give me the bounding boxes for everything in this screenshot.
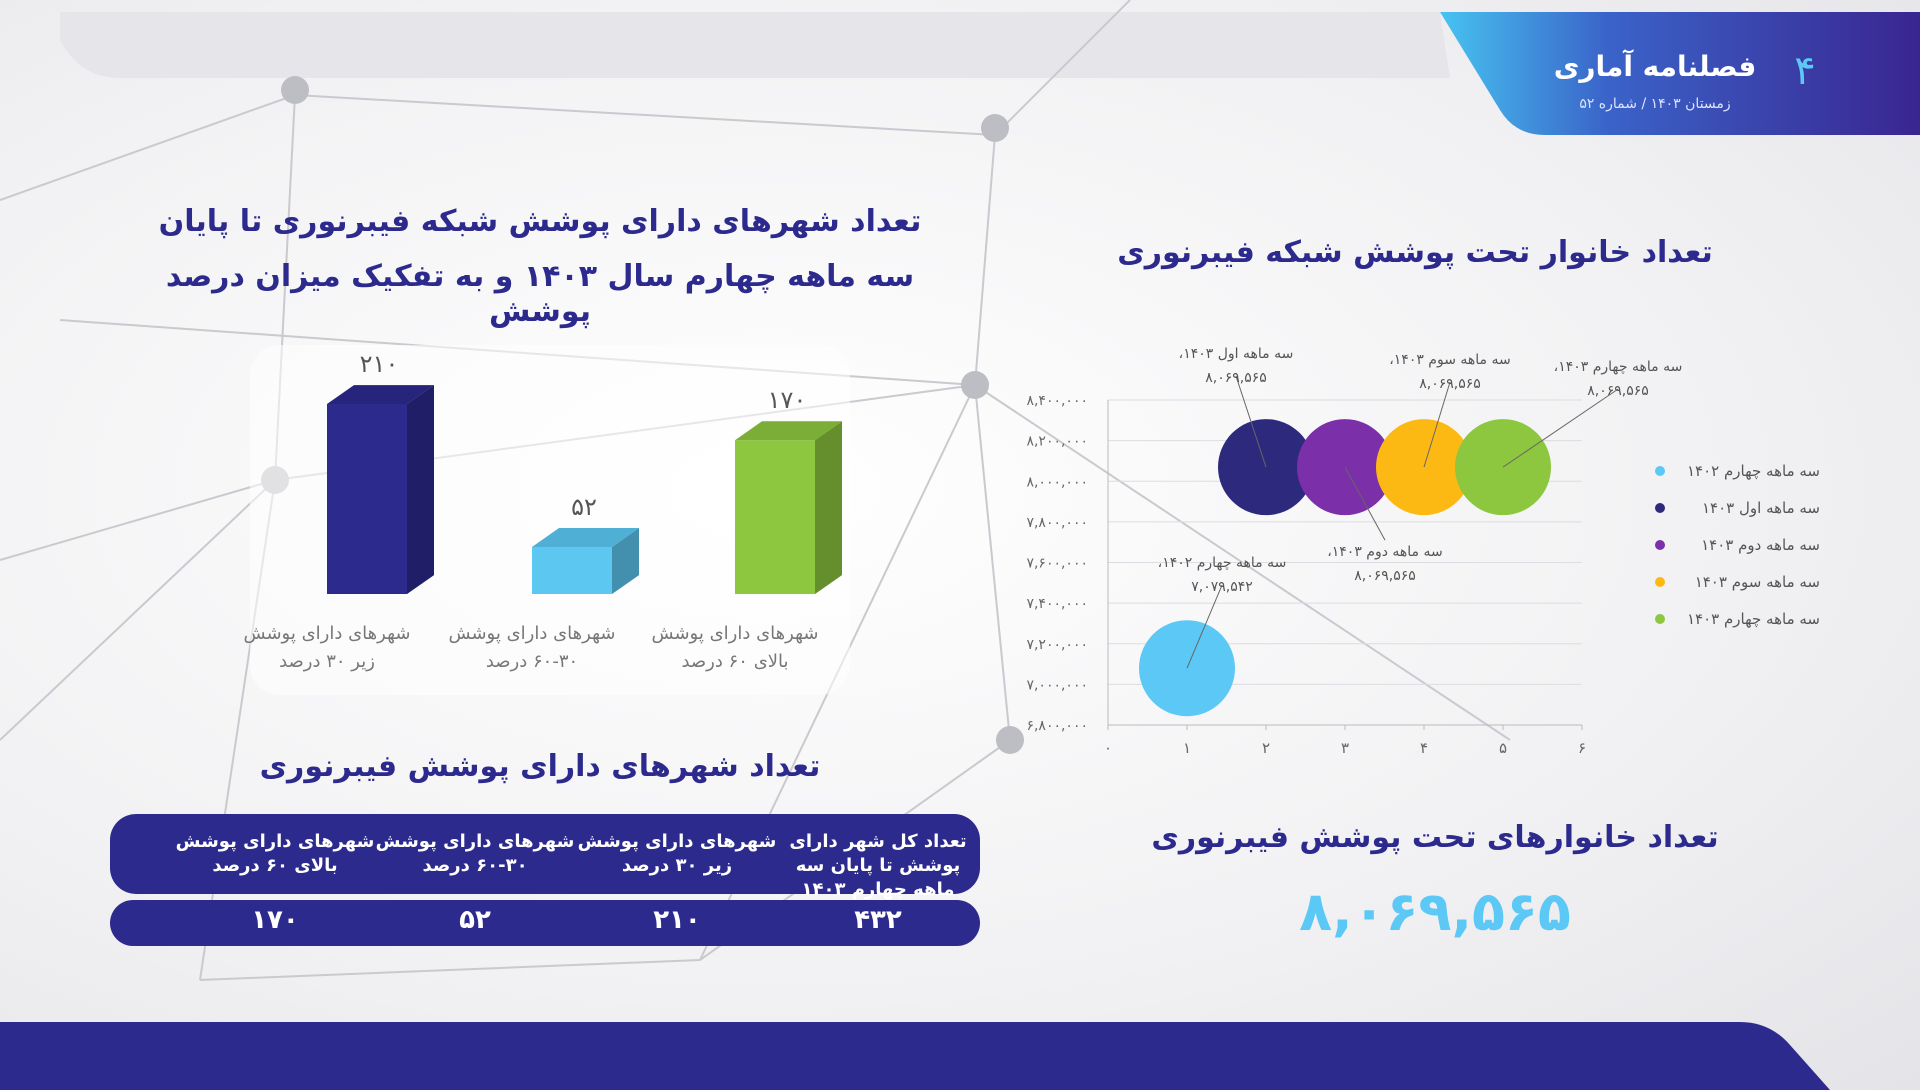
x-tick-label: ۲ xyxy=(1262,739,1270,757)
bar-top xyxy=(735,421,842,441)
bubble xyxy=(1376,419,1472,516)
legend-marker xyxy=(1655,503,1665,513)
y-tick-label: ۷,۰۰۰,۰۰۰ xyxy=(1026,677,1088,693)
bar-side xyxy=(612,528,639,594)
x-tick-label: ۰ xyxy=(1104,739,1112,757)
top-band xyxy=(60,12,1450,78)
header-title: فصلنامه آماری xyxy=(1553,50,1757,83)
legend-label: سه ماهه دوم ۱۴۰۳ xyxy=(1701,536,1820,554)
bar-value-label: ۲۱۰ xyxy=(360,350,399,378)
legend-label: سه ماهه سوم ۱۴۰۳ xyxy=(1695,573,1820,591)
bar xyxy=(327,404,407,594)
table-header-cell: تعداد کل شهر دارای پوشش تا پایان سه ماهه… xyxy=(789,831,967,900)
point-label: سه ماهه دوم ۱۴۰۳، xyxy=(1327,544,1443,560)
leader-line xyxy=(1344,466,1386,541)
y-tick-label: ۷,۴۰۰,۰۰۰ xyxy=(1026,596,1088,612)
bar-value-label: ۵۲ xyxy=(571,493,597,521)
y-tick-label: ۸,۲۰۰,۰۰۰ xyxy=(1026,434,1088,450)
table-title: تعداد شهرهای دارای پوشش فیبرنوری xyxy=(259,749,821,784)
header-subtitle: زمستان ۱۴۰۳ / شماره ۵۲ xyxy=(1579,96,1731,112)
bar-top xyxy=(327,385,434,404)
x-tick-label: ۵ xyxy=(1499,739,1507,757)
legend-label: سه ماهه چهارم ۱۴۰۳ xyxy=(1687,610,1820,628)
bar xyxy=(532,546,612,594)
table-cell: ۱۷۰ xyxy=(251,905,299,935)
bubble xyxy=(1455,419,1551,516)
summary-value: ۸,۰۶۹,۵۶۵ xyxy=(1299,880,1571,943)
bar-value-label: ۱۷۰ xyxy=(768,386,807,414)
y-tick-label: ۸,۴۰۰,۰۰۰ xyxy=(1026,393,1088,409)
bar-category-label: شهرهای دارای پوشش بالای ۶۰ درصد xyxy=(651,623,819,672)
legend-marker xyxy=(1655,540,1665,550)
table-header-cell: شهرهای دارای پوشش زیر ۳۰ درصد xyxy=(577,831,777,876)
legend-marker xyxy=(1655,614,1665,624)
legend-marker xyxy=(1655,466,1665,476)
bar-top-shade xyxy=(327,385,434,404)
bar-top xyxy=(532,528,639,547)
point-label: سه ماهه سوم ۱۴۰۳، xyxy=(1389,352,1510,368)
bar-side-shade xyxy=(407,385,434,594)
bar-side-shade xyxy=(612,528,639,594)
table-header-cell: شهرهای دارای پوشش ۳۰-۶۰ درصد xyxy=(375,831,575,876)
bottom-band xyxy=(0,1022,1830,1090)
bubble xyxy=(1218,419,1314,516)
y-tick-label: ۷,۸۰۰,۰۰۰ xyxy=(1026,515,1088,531)
point-label: سه ماهه اول ۱۴۰۳، xyxy=(1179,346,1294,362)
legend-label: سه ماهه اول ۱۴۰۳ xyxy=(1702,499,1820,517)
y-tick-label: ۸,۰۰۰,۰۰۰ xyxy=(1026,474,1088,490)
leader-line xyxy=(1423,381,1451,468)
bubble-title: تعداد خانوار تحت پوشش شبکه فیبرنوری xyxy=(1117,235,1713,270)
y-tick-label: ۶,۸۰۰,۰۰۰ xyxy=(1026,718,1088,734)
table-cell: ۴۳۲ xyxy=(854,905,902,935)
point-value-label: ۷,۰۷۹,۵۴۲ xyxy=(1191,579,1253,595)
bar-title-line: سه ماهه چهارم سال ۱۴۰۳ و به تفکیک میزان … xyxy=(165,259,915,329)
y-tick-label: ۷,۶۰۰,۰۰۰ xyxy=(1026,556,1088,572)
x-tick-label: ۳ xyxy=(1341,739,1349,757)
bar-side xyxy=(407,385,434,594)
x-tick-label: ۱ xyxy=(1183,739,1191,757)
legend-label: سه ماهه چهارم ۱۴۰۲ xyxy=(1687,462,1820,480)
leader-line xyxy=(1186,585,1223,669)
point-value-label: ۸,۰۶۹,۵۶۵ xyxy=(1419,376,1481,392)
x-tick-label: ۶ xyxy=(1578,739,1586,757)
table-row-bg xyxy=(110,900,980,946)
point-value-label: ۸,۰۶۹,۵۶۵ xyxy=(1205,370,1267,386)
bar-top-shade xyxy=(532,528,639,547)
table-cell: ۲۱۰ xyxy=(653,905,701,935)
y-tick-label: ۷,۲۰۰,۰۰۰ xyxy=(1026,637,1088,653)
leader-line xyxy=(1235,375,1267,468)
bar-title-line: تعداد شهرهای دارای پوشش شبکه فیبرنوری تا… xyxy=(158,204,922,239)
x-tick-label: ۴ xyxy=(1420,739,1428,757)
table-cell: ۵۲ xyxy=(459,905,491,935)
header-band xyxy=(1440,12,1920,135)
point-label: سه ماهه چهارم ۱۴۰۲، xyxy=(1158,555,1287,571)
bar xyxy=(735,440,815,594)
legend-marker xyxy=(1655,577,1665,587)
summary-title: تعداد خانوارهای تحت پوشش فیبرنوری xyxy=(1151,820,1719,855)
table-header-bg xyxy=(110,814,980,894)
bar-category-label: شهرهای دارای پوشش زیر ۳۰ درصد xyxy=(243,623,411,672)
bar-side xyxy=(815,421,842,594)
point-value-label: ۸,۰۶۹,۵۶۵ xyxy=(1587,383,1649,399)
point-value-label: ۸,۰۶۹,۵۶۵ xyxy=(1354,568,1416,584)
bar-category-label: شهرهای دارای پوشش ۳۰-۶۰ درصد xyxy=(448,623,616,672)
page-number: ۴ xyxy=(1794,48,1816,94)
point-label: سه ماهه چهارم ۱۴۰۳، xyxy=(1554,359,1683,375)
bar-top-shade xyxy=(735,421,842,441)
leader-line xyxy=(1502,388,1619,468)
bar-side-shade xyxy=(815,421,842,594)
table-header-cell: شهرهای دارای پوشش بالای ۶۰ درصد xyxy=(175,831,375,876)
